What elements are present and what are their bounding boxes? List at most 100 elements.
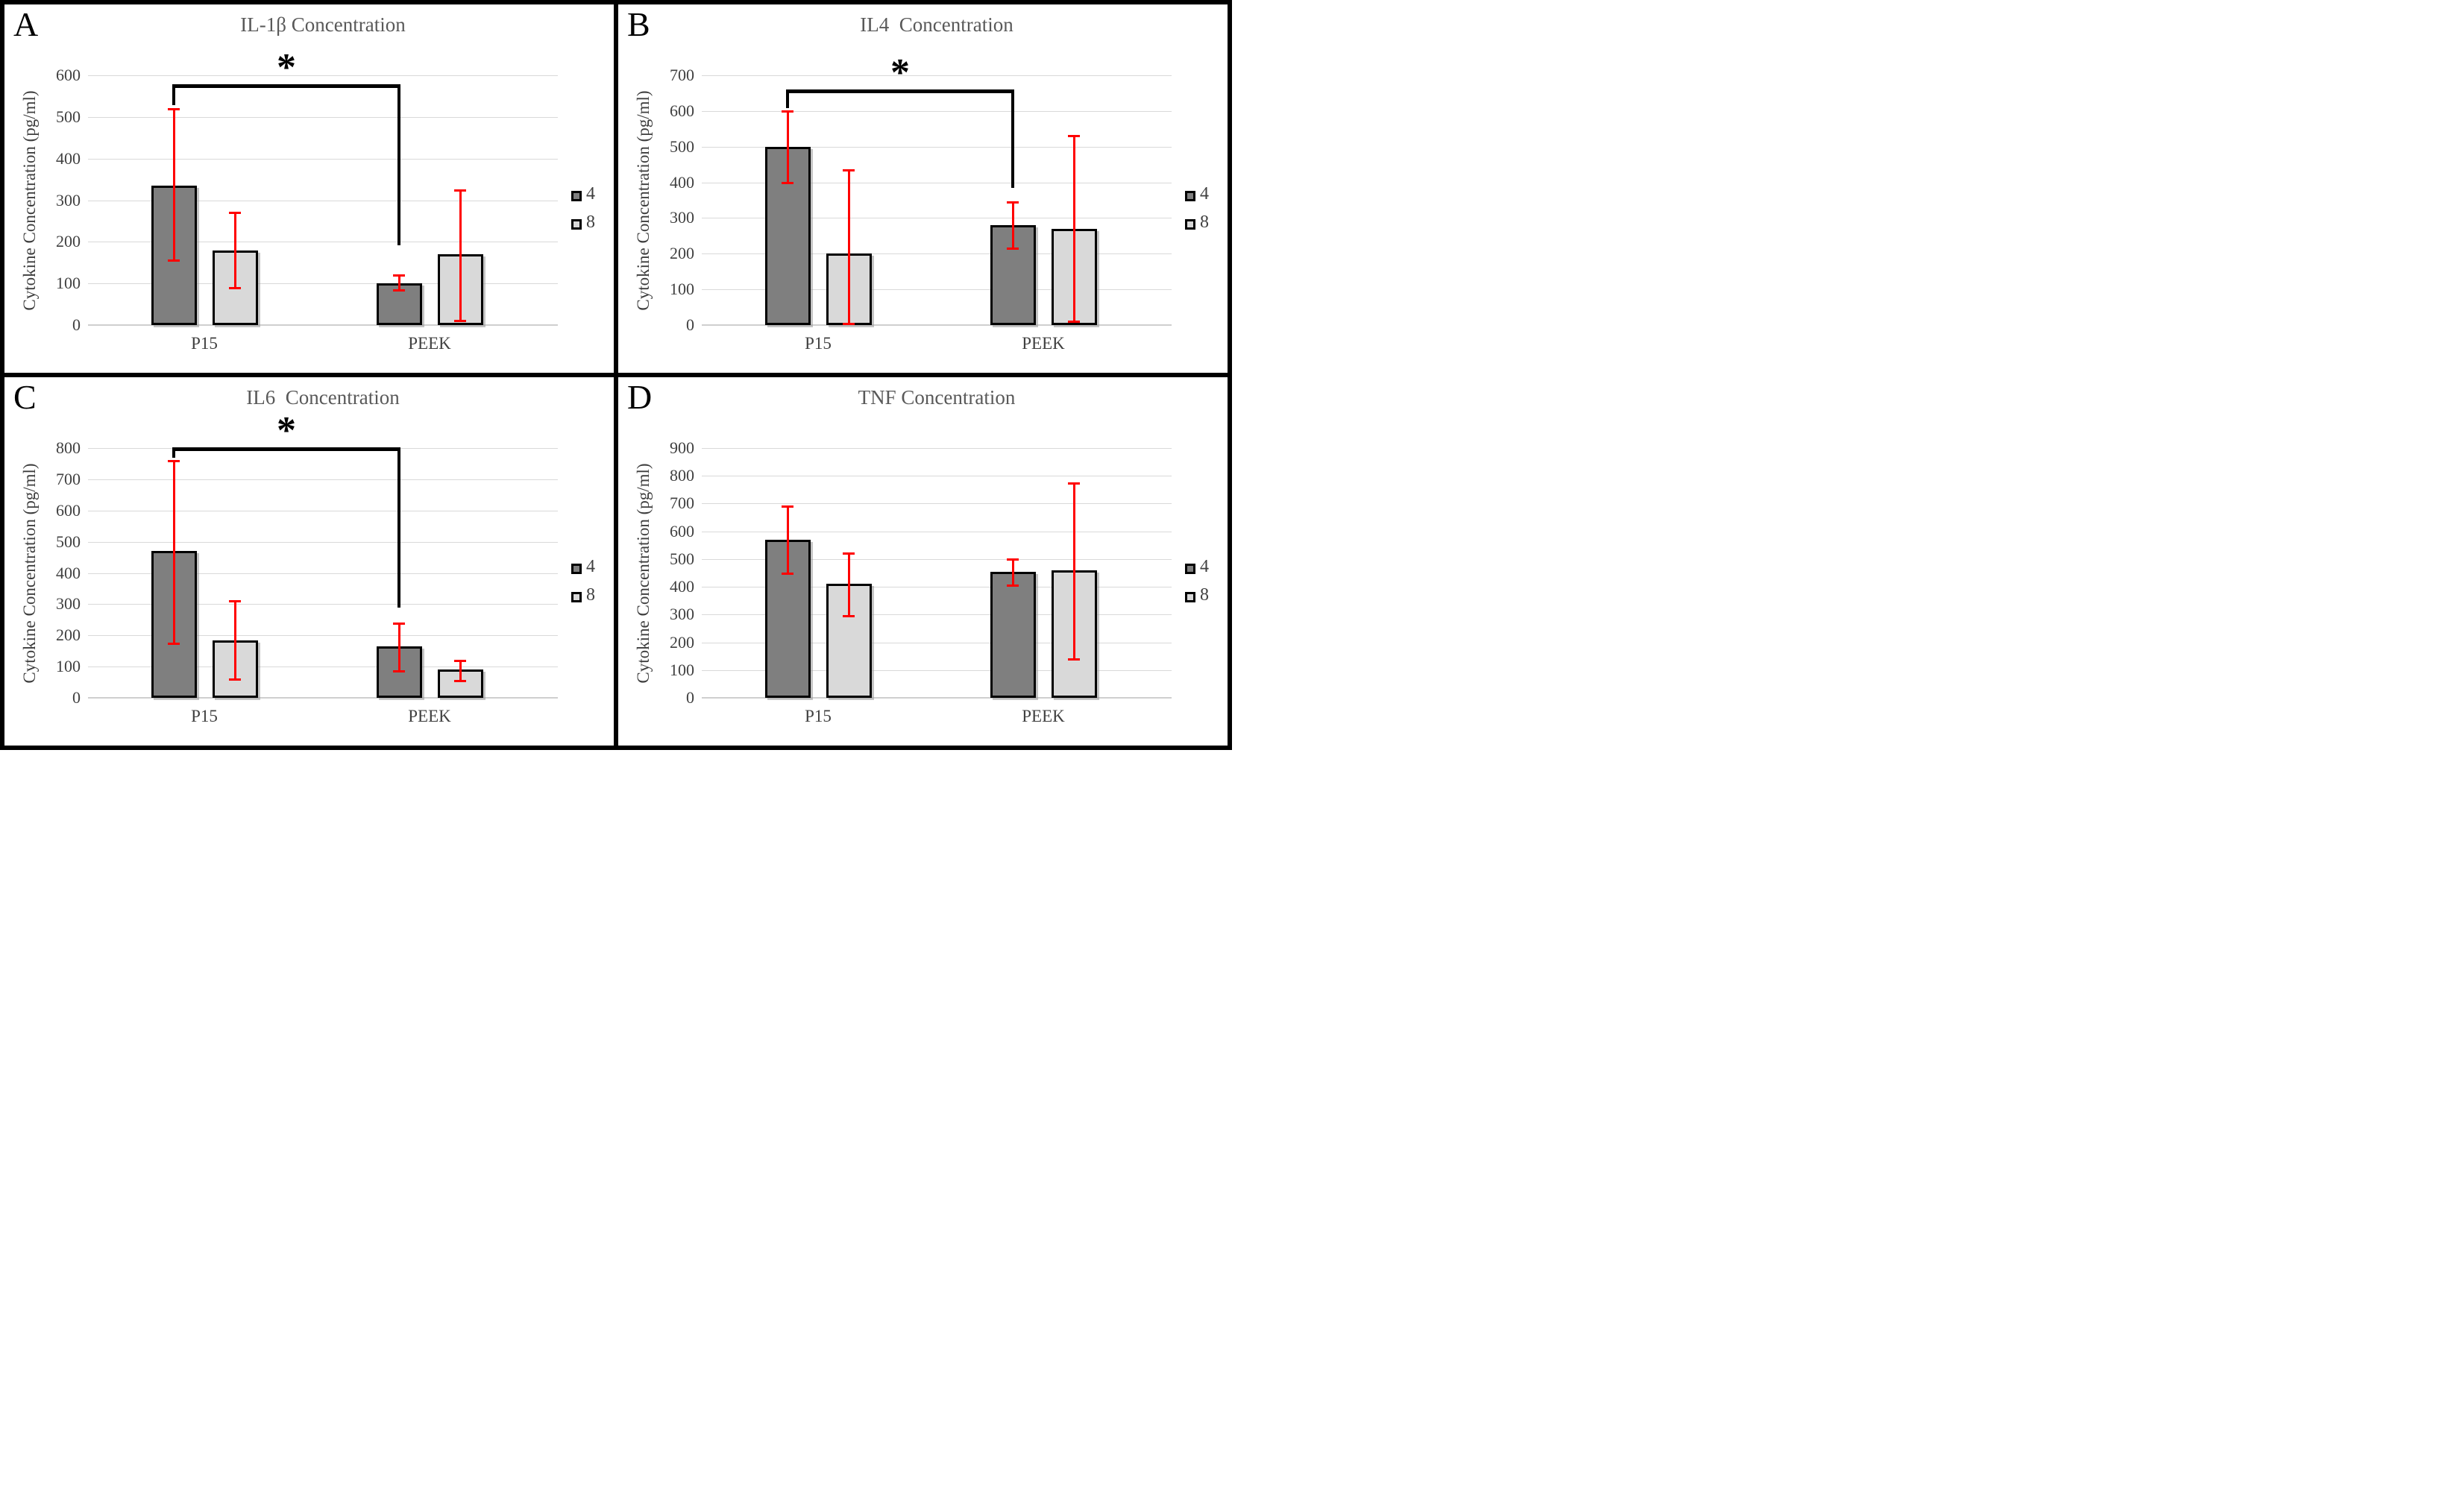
error-bar-line (1072, 482, 1075, 659)
y-tick-label: 700 (670, 66, 694, 84)
chart-title: IL6 Concentration (246, 386, 400, 409)
gridline (702, 289, 1172, 291)
chart-title: IL-1β Concentration (240, 13, 406, 36)
x-category-label: PEEK (1022, 707, 1065, 725)
error-bar-line (397, 275, 400, 290)
error-bar-cap-bottom (843, 615, 855, 618)
legend-swatch-4 (1185, 564, 1195, 574)
legend-label-8: 8 (1200, 212, 1209, 232)
y-tick-label: 0 (72, 315, 81, 334)
y-tick-label: 200 (56, 232, 81, 251)
plot-area: 0 100 200 300 400 500 600 700 800 P15 PEEK 4 8 * (4, 377, 614, 746)
y-tick-label: 700 (56, 469, 81, 488)
error-bar-line (786, 110, 789, 183)
y-tick-label: 600 (670, 101, 694, 120)
y-tick-label: 900 (670, 438, 694, 457)
error-bar-cap-top (1068, 135, 1080, 138)
y-tick-label: 800 (670, 466, 694, 485)
x-category-label: PEEK (408, 707, 451, 725)
significance-bracket-left-arm (786, 93, 789, 109)
y-tick-label: 300 (56, 594, 81, 614)
error-bar-cap-bottom (1068, 658, 1080, 661)
legend-swatch-4 (571, 191, 582, 201)
legend-label-8: 8 (586, 585, 595, 605)
panel-b: B IL4 Concentration Cytokine Concentrati… (616, 2, 1230, 375)
gridline (88, 697, 558, 699)
significance-bracket (786, 89, 1014, 94)
x-category-label: P15 (191, 334, 218, 353)
error-bar-cap-bottom (454, 320, 466, 323)
y-tick-label: 500 (56, 107, 81, 126)
error-bar-cap-bottom (454, 679, 466, 682)
legend-label-4: 4 (1200, 557, 1209, 576)
error-bar-cap-bottom (229, 678, 241, 681)
error-bar-cap-top (1068, 482, 1080, 485)
error-bar-line (1011, 201, 1014, 249)
error-bar-line (397, 623, 400, 672)
gridline (702, 558, 1172, 560)
error-bar-cap-top (229, 212, 241, 215)
gridline (702, 146, 1172, 148)
gridline (702, 503, 1172, 505)
y-tick-label: 700 (670, 494, 694, 513)
gridline (88, 283, 558, 285)
panel-letter: B (627, 5, 650, 43)
y-tick-label: 200 (56, 625, 81, 645)
gridline (702, 697, 1172, 699)
y-tick-label: 100 (56, 274, 81, 293)
error-bar-line (459, 660, 462, 681)
y-tick-label: 200 (670, 244, 694, 263)
y-tick-label: 100 (670, 280, 694, 299)
error-bar-line (786, 506, 789, 573)
y-tick-label: 300 (670, 605, 694, 624)
error-bar-cap-top (782, 505, 793, 508)
y-tick-label: 400 (670, 577, 694, 596)
gridline (88, 116, 558, 118)
legend-label-4: 4 (586, 557, 595, 576)
legend-swatch-4 (1185, 191, 1195, 201)
error-bar-cap-top (229, 600, 241, 603)
panel-letter: C (13, 378, 37, 416)
error-bar-line (172, 460, 175, 643)
legend-swatch-8 (1185, 219, 1195, 230)
plot-area: 0 100 200 300 400 500 600 P15 PEEK 4 8 * (4, 4, 614, 373)
error-bar-cap-bottom (168, 259, 180, 262)
error-bar-cap-top (843, 552, 855, 555)
bar-p15-8 (826, 584, 872, 698)
y-tick-label: 100 (670, 660, 694, 679)
error-bar-cap-top (1007, 558, 1019, 561)
y-tick-label: 100 (56, 657, 81, 676)
gridline (88, 573, 558, 574)
y-tick-label: 400 (56, 563, 81, 582)
y-tick-label: 0 (686, 315, 694, 334)
y-tick-label: 400 (56, 148, 81, 168)
legend-label-4: 4 (586, 184, 595, 204)
y-tick-label: 600 (56, 66, 81, 84)
gridline (88, 479, 558, 480)
significance-bracket-right-arm (397, 88, 400, 245)
error-bar-line (233, 212, 236, 288)
error-bar-cap-bottom (782, 181, 793, 184)
legend-swatch-4 (571, 564, 582, 574)
legend-label-4: 4 (1200, 184, 1209, 204)
significance-bracket (172, 447, 400, 451)
significance-asterisk: * (277, 46, 296, 89)
error-bar-cap-bottom (393, 289, 405, 292)
error-bar-cap-top (168, 459, 180, 462)
gridline (702, 614, 1172, 616)
error-bar-cap-top (1007, 201, 1019, 204)
x-category-label: PEEK (408, 334, 451, 353)
chart-title: TNF Concentration (858, 386, 1016, 409)
error-bar-cap-bottom (168, 642, 180, 645)
panel-d: D TNF Concentration Cytokine Concentrati… (616, 375, 1230, 748)
y-tick-label: 500 (670, 549, 694, 568)
y-tick-label: 600 (670, 521, 694, 541)
significance-bracket-left-arm (172, 88, 175, 106)
gridline (88, 541, 558, 543)
y-tick-label: 0 (686, 688, 694, 707)
significance-bracket-right-arm (397, 450, 400, 608)
gridline (702, 75, 1172, 76)
y-tick-label: 400 (670, 172, 694, 192)
significance-asterisk: * (890, 51, 910, 95)
gridline (88, 75, 558, 76)
